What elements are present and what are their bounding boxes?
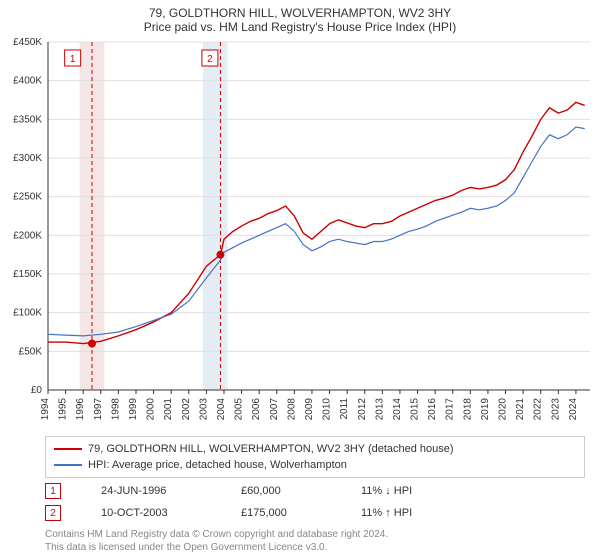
svg-text:1999: 1999 xyxy=(128,398,139,421)
footer-line-1: Contains HM Land Registry data © Crown c… xyxy=(45,528,585,541)
svg-text:£0: £0 xyxy=(31,385,43,396)
svg-text:2010: 2010 xyxy=(322,398,333,421)
svg-text:2002: 2002 xyxy=(181,398,192,421)
transaction-date: 24-JUN-1996 xyxy=(101,485,201,497)
svg-text:£350K: £350K xyxy=(13,114,42,125)
svg-text:2009: 2009 xyxy=(304,398,315,421)
legend-label-1: 79, GOLDTHORN HILL, WOLVERHAMPTON, WV2 3… xyxy=(88,443,454,455)
legend-swatch-2 xyxy=(54,464,82,466)
chart-container: 79, GOLDTHORN HILL, WOLVERHAMPTON, WV2 3… xyxy=(0,0,600,560)
svg-text:1995: 1995 xyxy=(58,398,69,421)
svg-text:2013: 2013 xyxy=(374,398,385,421)
svg-text:£150K: £150K xyxy=(13,269,42,280)
svg-text:2014: 2014 xyxy=(392,398,403,421)
transaction-price: £60,000 xyxy=(241,485,321,497)
transaction-date: 10-OCT-2003 xyxy=(101,507,201,519)
svg-text:1998: 1998 xyxy=(110,398,121,421)
transaction-delta: 11% ↑ HPI xyxy=(361,507,412,519)
svg-text:1997: 1997 xyxy=(93,398,104,421)
transaction-row: 2 10-OCT-2003 £175,000 11% ↑ HPI xyxy=(45,502,585,524)
transactions-table: 1 24-JUN-1996 £60,000 11% ↓ HPI 2 10-OCT… xyxy=(45,480,585,524)
chart-title: 79, GOLDTHORN HILL, WOLVERHAMPTON, WV2 3… xyxy=(0,0,600,20)
svg-text:2006: 2006 xyxy=(251,398,262,421)
legend-swatch-1 xyxy=(54,448,82,450)
transaction-row: 1 24-JUN-1996 £60,000 11% ↓ HPI xyxy=(45,480,585,502)
svg-text:1: 1 xyxy=(70,54,76,65)
svg-text:2003: 2003 xyxy=(198,398,209,421)
svg-text:£50K: £50K xyxy=(19,346,43,357)
svg-text:£400K: £400K xyxy=(13,76,42,87)
svg-text:2019: 2019 xyxy=(480,398,491,421)
legend-box: 79, GOLDTHORN HILL, WOLVERHAMPTON, WV2 3… xyxy=(45,436,585,478)
svg-text:2022: 2022 xyxy=(533,398,544,421)
svg-text:2005: 2005 xyxy=(234,398,245,421)
svg-text:2024: 2024 xyxy=(568,398,579,421)
chart-plot-area: £0 £50K £100K £150K £200K £250K £300K £350K £400… xyxy=(0,36,600,432)
svg-text:2020: 2020 xyxy=(498,398,509,421)
chart-svg: £0 £50K £100K £150K £200K £250K £300K £350K £400… xyxy=(0,36,600,432)
svg-text:2001: 2001 xyxy=(163,398,174,421)
svg-text:2021: 2021 xyxy=(515,398,526,421)
transaction-marker-icon: 2 xyxy=(45,505,61,521)
svg-text:2023: 2023 xyxy=(550,398,561,421)
svg-text:2007: 2007 xyxy=(269,398,280,421)
svg-text:£100K: £100K xyxy=(13,308,42,319)
svg-text:£300K: £300K xyxy=(13,153,42,164)
svg-text:2017: 2017 xyxy=(445,398,456,421)
svg-text:1996: 1996 xyxy=(75,398,86,421)
svg-text:2018: 2018 xyxy=(462,398,473,421)
transaction-price: £175,000 xyxy=(241,507,321,519)
legend-label-2: HPI: Average price, detached house, Wolv… xyxy=(88,459,347,471)
svg-text:£200K: £200K xyxy=(13,230,42,241)
svg-text:2016: 2016 xyxy=(427,398,438,421)
svg-text:2000: 2000 xyxy=(146,398,157,421)
transaction-marker-icon: 1 xyxy=(45,483,61,499)
svg-text:2015: 2015 xyxy=(410,398,421,421)
svg-text:1994: 1994 xyxy=(40,398,51,421)
svg-text:£450K: £450K xyxy=(13,37,42,48)
svg-text:£250K: £250K xyxy=(13,192,42,203)
legend-row-2: HPI: Average price, detached house, Wolv… xyxy=(54,457,576,473)
legend-row-1: 79, GOLDTHORN HILL, WOLVERHAMPTON, WV2 3… xyxy=(54,441,576,457)
attribution-footer: Contains HM Land Registry data © Crown c… xyxy=(45,528,585,554)
svg-text:2011: 2011 xyxy=(339,398,350,420)
svg-text:2004: 2004 xyxy=(216,398,227,421)
footer-line-2: This data is licensed under the Open Gov… xyxy=(45,541,585,554)
svg-text:2: 2 xyxy=(207,54,213,65)
svg-text:2012: 2012 xyxy=(357,398,368,421)
svg-text:2008: 2008 xyxy=(286,398,297,421)
chart-subtitle: Price paid vs. HM Land Registry's House … xyxy=(0,20,600,36)
transaction-delta: 11% ↓ HPI xyxy=(361,485,412,497)
